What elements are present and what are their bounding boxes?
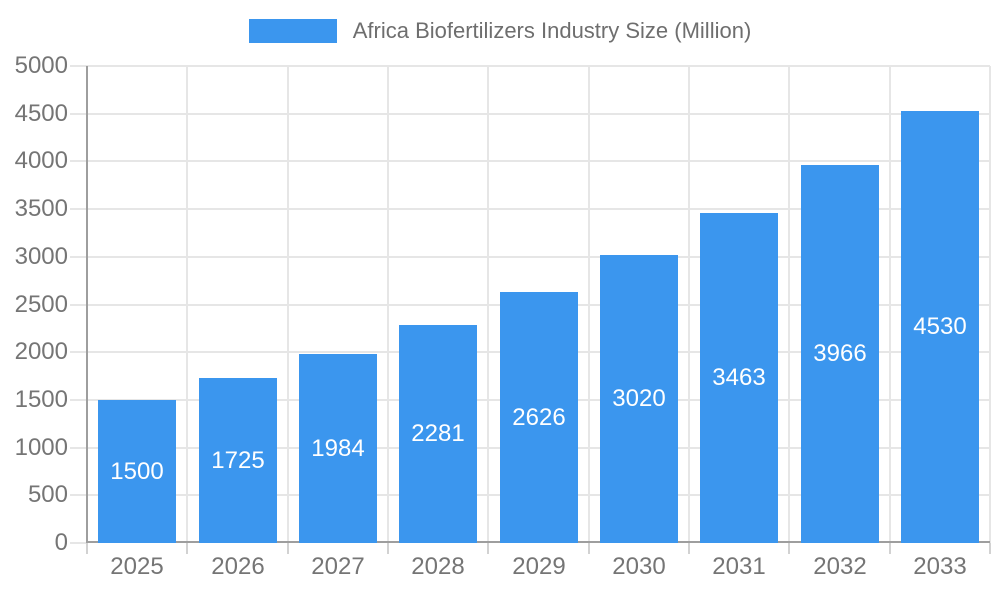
bar[interactable]: 3463 — [700, 213, 778, 543]
v-gridline — [989, 66, 991, 543]
y-tick-label: 2000 — [14, 338, 68, 366]
bar[interactable]: 4530 — [901, 111, 979, 543]
y-tick-label: 3000 — [14, 242, 68, 270]
x-tick — [688, 543, 690, 554]
y-tick-label: 2500 — [14, 290, 68, 318]
y-tick — [70, 446, 87, 449]
y-tick — [70, 65, 87, 67]
v-gridline — [788, 66, 791, 543]
x-tick — [989, 543, 991, 554]
x-tick-label: 2025 — [110, 553, 164, 580]
legend-swatch — [248, 19, 337, 43]
x-tick-label: 2030 — [612, 553, 666, 580]
y-tick-label: 1000 — [14, 433, 68, 461]
x-tick-label: 2028 — [411, 553, 465, 580]
h-gridline — [87, 112, 990, 115]
x-tick — [86, 543, 88, 554]
x-tick-label: 2029 — [512, 553, 566, 580]
v-gridline — [688, 66, 690, 543]
h-gridline — [87, 208, 990, 211]
y-tick-label: 4000 — [14, 147, 68, 175]
h-gridline — [87, 65, 990, 67]
bar[interactable]: 3020 — [600, 255, 678, 543]
y-tick — [70, 303, 87, 306]
bar[interactable]: 1725 — [199, 378, 277, 543]
v-gridline — [286, 66, 289, 543]
bar-value-label: 3020 — [612, 385, 666, 412]
x-tick-label: 2027 — [311, 553, 365, 580]
y-tick-label: 3500 — [14, 195, 68, 223]
bar[interactable]: 2281 — [399, 325, 477, 543]
bar-value-label: 1500 — [110, 457, 164, 485]
legend-label: Africa Biofertilizers Industry Size (Mil… — [352, 18, 752, 43]
x-tick — [186, 543, 189, 554]
bar-value-label: 2281 — [411, 420, 465, 447]
y-tick — [70, 398, 87, 401]
v-gridline — [186, 66, 189, 543]
v-gridline — [888, 66, 891, 543]
bar[interactable]: 2626 — [500, 292, 578, 543]
y-tick — [70, 494, 87, 497]
legend-item[interactable]: Africa Biofertilizers Industry Size (Mil… — [248, 18, 752, 43]
y-tick-label: 1500 — [14, 385, 68, 413]
bar-value-label: 3966 — [813, 340, 867, 367]
x-tick-label: 2032 — [813, 553, 867, 580]
bar[interactable]: 1500 — [98, 400, 176, 543]
x-tick — [788, 543, 791, 554]
v-gridline — [487, 66, 490, 543]
y-tick — [70, 208, 87, 211]
y-tick — [70, 255, 87, 258]
y-axis-line — [86, 66, 88, 543]
y-tick — [70, 351, 87, 354]
x-tick — [487, 543, 490, 554]
bar[interactable]: 1984 — [299, 354, 377, 543]
x-tick — [888, 543, 891, 554]
x-tick-label: 2031 — [712, 553, 766, 580]
h-gridline — [87, 160, 990, 163]
x-tick-label: 2026 — [211, 553, 265, 580]
y-tick — [70, 542, 87, 544]
bar-value-label: 1984 — [311, 434, 365, 462]
y-tick-label: 4500 — [14, 99, 68, 127]
bar-value-label: 1725 — [211, 446, 265, 474]
y-tick-label: 500 — [27, 481, 68, 509]
h-gridline — [87, 255, 990, 258]
y-tick-label: 5000 — [14, 52, 68, 79]
y-tick-label: 0 — [54, 529, 68, 556]
y-tick — [70, 160, 87, 163]
bar[interactable]: 3966 — [801, 165, 879, 543]
bar-value-label: 3463 — [712, 364, 766, 391]
v-gridline — [587, 66, 590, 543]
x-tick-label: 2033 — [913, 553, 967, 580]
v-gridline — [387, 66, 389, 543]
x-tick — [387, 543, 389, 554]
bar-value-label: 4530 — [913, 313, 967, 340]
bar-value-label: 2626 — [512, 403, 566, 431]
x-tick — [286, 543, 289, 554]
legend: Africa Biofertilizers Industry Size (Mil… — [0, 19, 1000, 43]
x-tick — [587, 543, 590, 554]
y-tick — [70, 112, 87, 115]
